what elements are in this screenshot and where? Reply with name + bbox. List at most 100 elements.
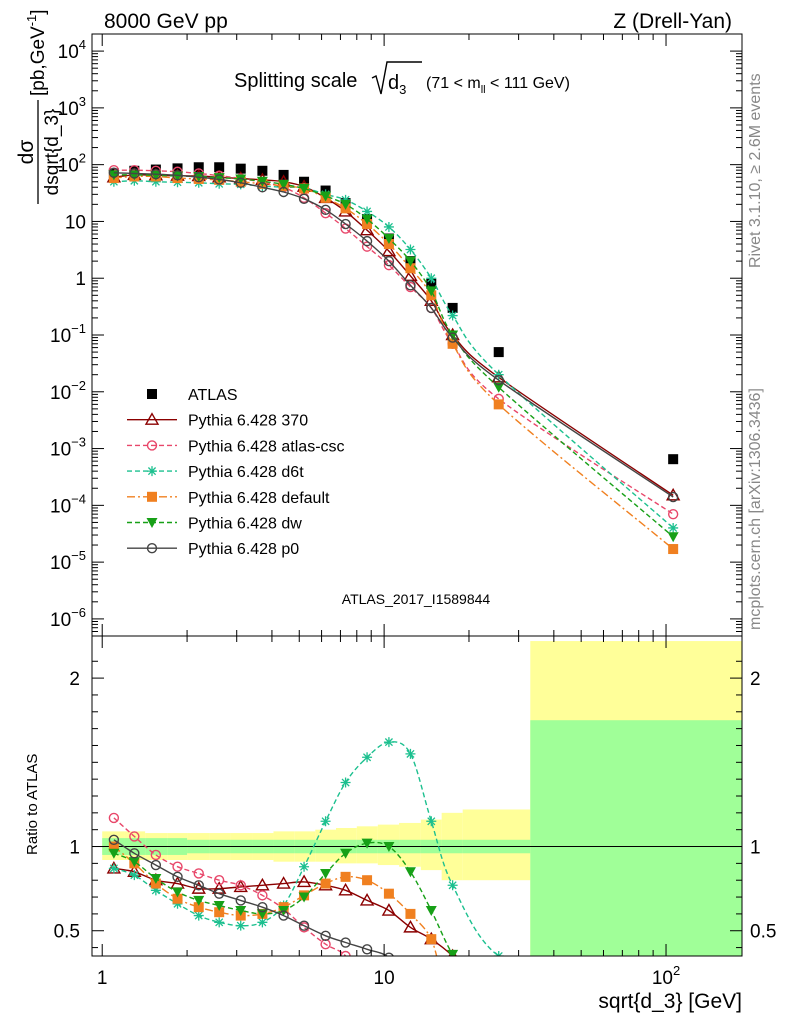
main-data-point <box>298 184 310 195</box>
ratio-data-point <box>403 919 418 933</box>
ratio-data-point <box>296 874 312 888</box>
main-data-point <box>150 168 162 180</box>
main-data-point <box>381 243 397 257</box>
main-data-point <box>361 241 373 252</box>
ratio-data-point <box>213 875 225 886</box>
main-data-point <box>257 165 268 176</box>
ratio-data-point <box>172 893 183 904</box>
ratio-data-point <box>108 863 119 874</box>
legend: ATLAS Pythia 6.428 370 Pythia 6.428 atlas-… <box>127 387 345 558</box>
main-y-tick-label: 104 <box>58 37 86 63</box>
main-data-point <box>359 222 375 236</box>
legend-label: Pythia 6.428 370 <box>188 413 308 430</box>
ratio-data-point <box>108 848 120 859</box>
rivet-version-label: Rivet 3.1.10, ≥ 2.6M events <box>747 73 764 268</box>
ratio-data-point <box>340 937 351 948</box>
main-data-point <box>668 544 679 555</box>
main-panel-series <box>106 162 681 555</box>
ratio-data-point <box>362 875 373 886</box>
main-data-point <box>426 302 437 314</box>
main-data-point <box>193 172 204 183</box>
ratio-data-point <box>108 841 119 852</box>
main-data-point <box>426 278 437 289</box>
y-label-denominator: dsqrt{d_3} <box>42 109 63 196</box>
main-data-point <box>361 235 373 247</box>
ratio-data-point <box>340 871 351 882</box>
main-data-point <box>235 174 247 185</box>
ratio-data-point <box>338 882 353 896</box>
main-data-point <box>668 454 679 465</box>
plot-title-variable: d3 <box>388 72 406 97</box>
main-data-point <box>235 177 246 188</box>
legend-marker <box>144 412 160 425</box>
ratio-data-point <box>150 874 162 885</box>
ratio-y-tick-label-right: 2 <box>750 669 761 690</box>
ratio-data-point <box>193 868 204 879</box>
ratio-data-point <box>256 909 268 920</box>
legend-label: Pythia 6.428 atlas-csc <box>188 438 345 455</box>
main-data-point <box>447 302 458 313</box>
main-y-tick-label: 10 <box>65 212 86 233</box>
header-right: Z (Drell-Yan) <box>613 10 732 33</box>
ratio-data-point <box>320 878 331 889</box>
main-data-point <box>667 491 679 503</box>
ratio-data-point <box>383 842 395 853</box>
main-data-point <box>404 256 416 267</box>
plot-title-main: Splitting scale <box>234 70 357 92</box>
ratio-data-point <box>298 920 310 931</box>
legend-marker <box>146 518 158 528</box>
ratio-data-point <box>235 895 246 906</box>
main-y-tick-label: 10−3 <box>50 435 86 461</box>
sqrt-symbol <box>371 61 422 95</box>
main-y-tick-label: 10−2 <box>50 378 86 404</box>
legend-label: ATLAS <box>188 387 238 404</box>
ratio-data-point <box>278 910 289 921</box>
ratio-data-point <box>128 857 140 868</box>
ratio-data-point <box>193 895 205 906</box>
main-y-tick-label: 10−6 <box>50 605 86 631</box>
legend-label: Pythia 6.428 default <box>188 490 330 507</box>
legend-marker <box>147 491 157 502</box>
ratio-data-point <box>257 890 268 901</box>
ratio-y-tick-label-right: 0.5 <box>750 922 776 943</box>
main-data-point <box>493 369 504 380</box>
ratio-data-point <box>172 861 183 872</box>
ratio-data-point <box>362 752 373 763</box>
ratio-data-point <box>340 777 351 788</box>
ratio-data-point <box>150 849 162 861</box>
legend-marker <box>146 440 158 451</box>
ratio-y-tick-label-right: 1 <box>750 838 761 859</box>
ratio-data-point <box>426 816 437 827</box>
legend-label: Pythia 6.428 p0 <box>188 541 299 558</box>
legend-label: Pythia 6.428 d6t <box>188 464 304 481</box>
main-data-point <box>150 170 162 181</box>
ratio-data-point <box>405 908 416 919</box>
ratio-series-line <box>113 867 454 956</box>
ratio-data-point <box>320 816 331 827</box>
ratio-data-point <box>150 885 161 896</box>
main-series-line <box>113 174 674 538</box>
main-y-tick-label: 102 <box>58 151 86 177</box>
ratio-data-point <box>361 838 373 849</box>
ratio-data-point <box>298 892 310 903</box>
ratio-inner-band <box>530 720 742 956</box>
ratio-data-point <box>425 906 437 917</box>
legend-marker <box>147 466 157 477</box>
analysis-watermark: ATLAS_2017_I1589844 <box>342 591 491 607</box>
main-data-point <box>193 162 204 173</box>
ratio-data-point <box>193 910 204 921</box>
main-data-point <box>213 174 225 185</box>
main-data-point <box>447 310 458 321</box>
ratio-data-point <box>340 848 352 859</box>
plot-title-cut: (71 < mll < 111 GeV) <box>426 75 570 96</box>
main-data-point <box>493 399 504 410</box>
main-data-point <box>447 338 458 349</box>
ratio-data-point <box>172 871 183 883</box>
x-tick-label: 102 <box>652 963 680 989</box>
plot-title: Splitting scale <box>234 70 357 92</box>
main-data-point <box>425 286 437 297</box>
ratio-band-clip-group <box>92 641 742 956</box>
ratio-panel-axes: 0.5 0.5 1 1 2 2 1 10 102 <box>54 635 776 989</box>
ratio-data-point <box>129 870 140 881</box>
